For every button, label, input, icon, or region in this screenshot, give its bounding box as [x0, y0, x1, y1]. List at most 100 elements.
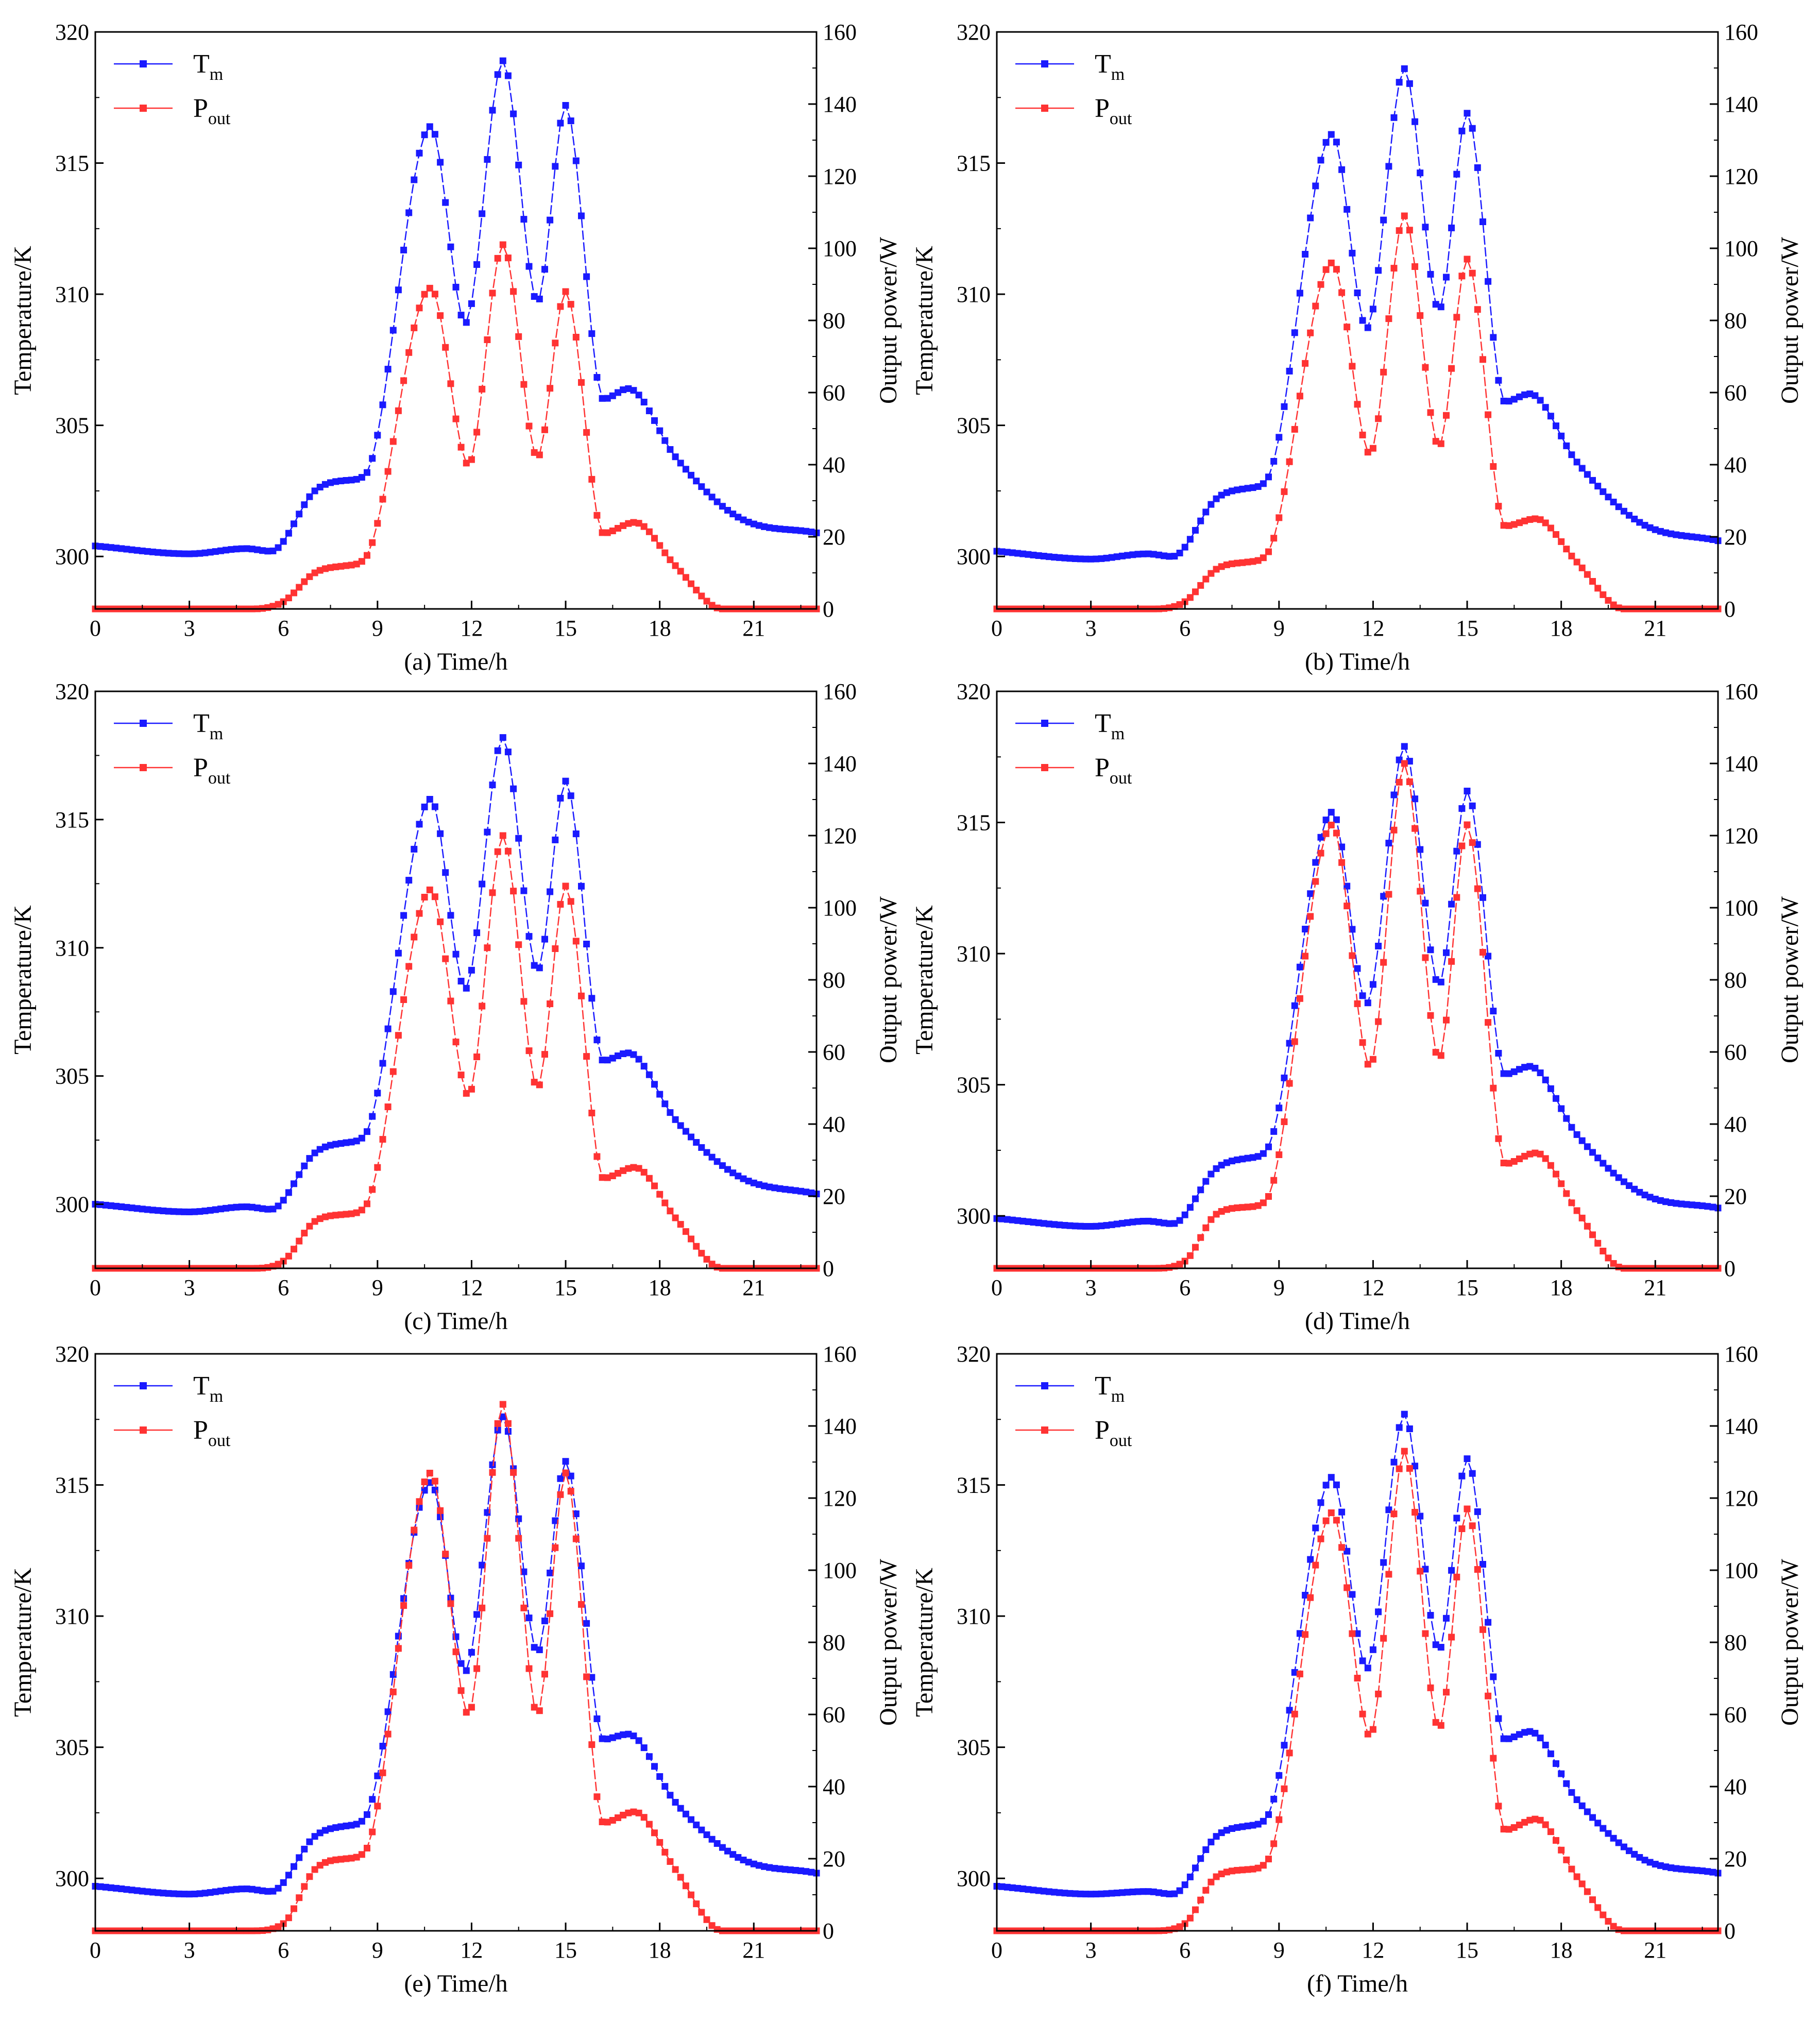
data-marker: [515, 1515, 522, 1522]
data-marker: [118, 1885, 125, 1892]
data-marker: [1432, 301, 1439, 308]
data-marker: [1631, 516, 1638, 522]
data-marker: [337, 478, 345, 484]
data-marker: [1573, 458, 1580, 466]
data-marker: [520, 1568, 528, 1575]
data-marker: [1594, 1820, 1602, 1827]
data-marker: [1213, 566, 1220, 573]
data-marker: [1354, 965, 1361, 972]
data-marker: [1296, 995, 1303, 1002]
data-marker: [1254, 557, 1262, 564]
data-marker: [1505, 398, 1512, 405]
x-tick-label: 0: [90, 616, 101, 641]
data-marker: [630, 1732, 637, 1740]
data-marker: [645, 1753, 653, 1760]
data-marker: [599, 1057, 606, 1064]
data-marker: [421, 1487, 428, 1494]
data-marker: [1474, 841, 1481, 848]
data-marker: [525, 933, 533, 940]
data-marker: [1061, 1222, 1068, 1229]
data-marker: [1453, 847, 1460, 855]
data-marker: [787, 1186, 794, 1194]
data-marker: [411, 845, 418, 853]
data-marker: [133, 1887, 141, 1894]
data-marker: [1495, 377, 1502, 384]
data-marker: [1171, 1220, 1178, 1227]
data-marker: [447, 380, 454, 387]
data-marker: [1161, 1219, 1168, 1227]
data-marker: [708, 1836, 716, 1843]
data-marker: [1176, 1923, 1183, 1930]
data-marker: [1385, 163, 1392, 170]
data-marker: [1186, 594, 1194, 601]
data-marker: [1354, 401, 1361, 408]
data-marker: [1364, 1664, 1371, 1672]
data-marker: [248, 546, 256, 553]
data-marker: [1485, 1692, 1492, 1700]
data-marker: [1600, 1248, 1607, 1254]
data-marker: [1249, 1822, 1256, 1829]
data-marker: [792, 526, 799, 534]
data-marker: [1338, 859, 1346, 866]
y-left-tick-label: 315: [957, 810, 991, 836]
data-marker: [479, 1002, 486, 1010]
data-marker: [1218, 1208, 1225, 1215]
data-marker: [468, 966, 475, 974]
data-marker: [651, 535, 658, 542]
data-marker: [651, 1829, 658, 1837]
data-marker: [395, 1645, 402, 1652]
x-tick-label: 21: [742, 1275, 765, 1300]
data-marker: [1291, 1669, 1298, 1676]
data-marker: [1003, 1883, 1011, 1891]
data-marker: [755, 1862, 762, 1869]
y-right-tick-label: 0: [1724, 1918, 1736, 1944]
data-marker: [374, 432, 381, 439]
y-right-tick-label: 140: [1724, 92, 1758, 117]
data-marker: [102, 1883, 109, 1891]
data-marker: [1464, 1505, 1471, 1513]
x-tick-label: 15: [554, 1275, 577, 1300]
data-marker: [541, 1671, 548, 1678]
data-marker: [196, 550, 203, 557]
data-marker: [520, 381, 528, 388]
y-right-tick-label: 20: [1724, 524, 1747, 550]
chart-panel-c: 0 3 6 9 12 15 18 213003053103153200204060801001…: [9, 679, 902, 1335]
y-right-tick-label: 0: [1724, 1256, 1736, 1281]
series-line: [95, 59, 817, 555]
data-marker: [269, 1888, 277, 1895]
data-marker: [1422, 364, 1429, 371]
data-marker: [405, 877, 413, 884]
x-tick-label: 9: [372, 1275, 383, 1300]
data-marker: [1181, 1211, 1188, 1218]
data-marker: [588, 995, 596, 1002]
data-marker: [1485, 953, 1492, 960]
data-marker: [1186, 1252, 1194, 1259]
data-marker: [311, 487, 318, 495]
data-marker: [259, 1887, 266, 1894]
data-marker: [1380, 893, 1387, 900]
data-marker: [672, 1799, 679, 1806]
data-marker: [1652, 1861, 1659, 1868]
y-right-tick-label: 140: [1724, 1414, 1758, 1439]
data-marker: [1600, 1160, 1607, 1167]
data-marker: [348, 477, 355, 484]
data-marker: [1657, 528, 1664, 535]
data-marker: [510, 888, 517, 895]
data-marker: [1532, 515, 1539, 522]
data-marker: [1077, 1222, 1084, 1230]
data-marker: [761, 1863, 768, 1870]
data-marker: [431, 893, 438, 900]
data-marker: [1458, 127, 1466, 134]
data-marker: [437, 918, 444, 925]
data-marker: [133, 547, 141, 554]
legend-label-main: T: [1095, 709, 1111, 738]
data-marker: [358, 1134, 365, 1142]
data-marker: [296, 584, 303, 591]
data-marker: [155, 1889, 162, 1896]
data-marker: [1265, 1856, 1272, 1863]
data-marker: [1369, 305, 1376, 313]
data-marker: [661, 549, 669, 556]
data-marker: [1202, 1224, 1210, 1231]
data-marker: [389, 988, 397, 995]
